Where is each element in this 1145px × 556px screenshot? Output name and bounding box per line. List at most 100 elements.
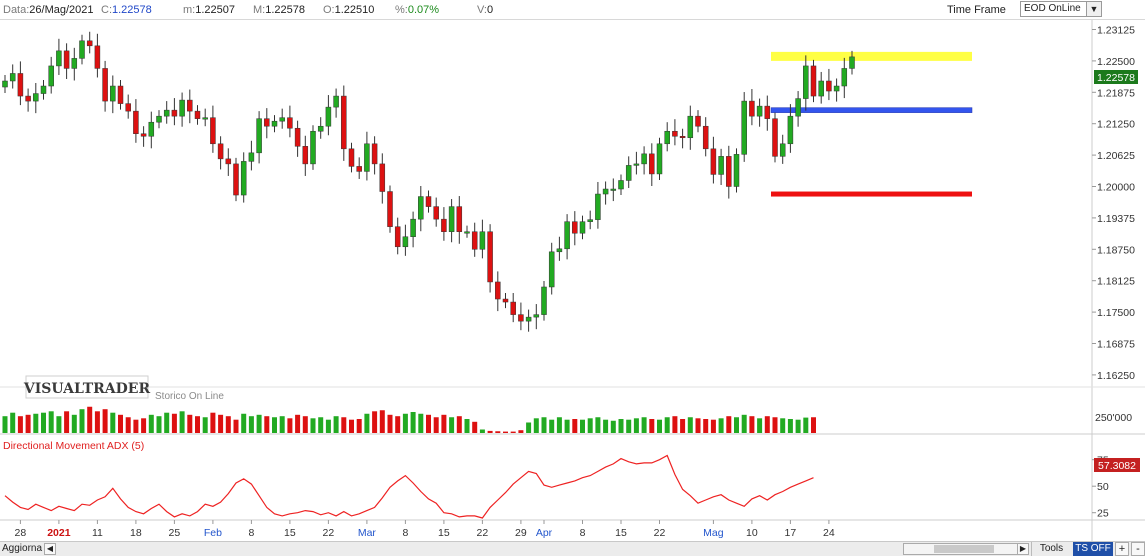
volume-bar (764, 416, 770, 433)
volume-bar (772, 417, 778, 433)
volume-bar (587, 418, 593, 433)
time-tick-label: 10 (746, 527, 758, 539)
time-tick-label: 22 (323, 527, 335, 539)
time-tick-label: 18 (130, 527, 142, 539)
volume-bar (657, 419, 662, 433)
volume-bar (372, 411, 378, 433)
volume-bar (595, 417, 601, 433)
zoom-in-button[interactable]: + (1115, 542, 1129, 556)
volume-bar (295, 414, 301, 433)
volume-bar (526, 422, 532, 433)
candle-down (25, 95, 31, 102)
price-tick-label: 1.23125 (1097, 25, 1135, 37)
candle-down (171, 109, 178, 117)
volume-bar (441, 414, 447, 433)
candle-up (40, 85, 47, 94)
volume-bar (225, 416, 231, 433)
zoom-out-button[interactable]: - (1131, 542, 1145, 556)
candle-down (217, 143, 224, 160)
time-axis: 28 2021 11 18 25 Feb 8 15 22 Mar 8 15 22 29 Apr 8 15 22 Ma… (15, 520, 835, 539)
date-field: Data:26/Mag/2021 (3, 4, 94, 16)
candle-up (2, 80, 8, 88)
ts-toggle-button[interactable]: TS OFF (1073, 542, 1113, 556)
candle-up (79, 40, 85, 59)
adx-series (4, 454, 814, 519)
volume-bar (48, 411, 54, 433)
volume-bar (734, 417, 739, 433)
candle-up (156, 115, 162, 123)
candle-down (764, 105, 771, 119)
candle-up (248, 152, 255, 162)
candle-down (672, 130, 678, 137)
candle-down (225, 158, 232, 165)
volume-bar (695, 418, 701, 433)
min-label: m: (183, 4, 196, 16)
volume-bar (102, 409, 108, 433)
candle-down (710, 148, 717, 175)
volume-bar (487, 430, 493, 433)
volume-bar (133, 419, 139, 433)
indicator-title: Directional Movement ADX (5) (3, 440, 144, 452)
time-tick-label: Apr (536, 527, 553, 539)
chevron-down-icon[interactable]: ▼ (1086, 1, 1102, 17)
volume-bar (333, 416, 339, 433)
time-tick-label: Mar (358, 527, 377, 539)
volume-bar (272, 417, 277, 433)
time-tick-label: 15 (438, 527, 450, 539)
candle-up (733, 154, 740, 187)
candle-down (125, 103, 131, 112)
candle-up (602, 188, 609, 195)
volume-bar (449, 417, 455, 433)
price-tick-label: 1.22500 (1097, 56, 1135, 68)
candle-down (371, 143, 378, 165)
scroll-right-icon[interactable]: ▶ (1017, 543, 1029, 555)
tools-button[interactable]: Tools (1031, 542, 1071, 556)
candle-up (240, 161, 247, 196)
candle-up (533, 314, 540, 318)
volume-bar (556, 417, 562, 433)
time-tick-label: 2021 (47, 527, 71, 539)
candle-up (256, 118, 262, 154)
horizontal-scrollbar[interactable] (903, 543, 1028, 555)
max-field: M:1.22578 (253, 4, 305, 16)
candle-down (387, 191, 393, 227)
open-field: O:1.22510 (323, 4, 374, 16)
last-price-badge (1094, 70, 1138, 84)
candle-down (810, 65, 817, 97)
volume-bar (495, 431, 501, 433)
support-low-level (771, 191, 972, 197)
candle-up (110, 85, 116, 102)
candle-up (410, 218, 416, 237)
volume-bar (787, 419, 793, 433)
volume-bar (195, 416, 200, 433)
time-tick-label: 11 (92, 527, 103, 539)
percent-label: %: (395, 4, 408, 16)
time-tick-label: 8 (580, 527, 586, 539)
candle-down (510, 301, 516, 315)
time-tick-label: Mag (703, 527, 724, 539)
scroll-thumb[interactable] (934, 545, 994, 553)
price-tick-label: 1.20000 (1097, 182, 1135, 194)
volume-bar (803, 417, 809, 433)
price-chart[interactable]: 1.16250 1.16875 1.17500 1.18125 1.18750 1.193… (0, 20, 1145, 541)
price-tick-label: 1.16875 (1097, 339, 1135, 351)
open-label: O: (323, 4, 335, 16)
volume-bar (148, 414, 154, 433)
volume-bar (726, 416, 732, 433)
volume-bar (179, 411, 185, 433)
candle-up (849, 56, 855, 69)
candle-up (641, 153, 647, 165)
candle-down (341, 95, 347, 150)
volume-bar (125, 417, 131, 433)
candle-up (402, 236, 409, 248)
scroll-left-icon[interactable]: ◀ (44, 543, 56, 555)
volume-bar (426, 414, 431, 433)
candle-up (9, 73, 16, 82)
candle-up (779, 143, 786, 157)
volume-bar (171, 413, 177, 433)
volume-bar (118, 414, 123, 433)
volume-bar (33, 413, 39, 433)
time-tick-label: 15 (284, 527, 296, 539)
refresh-button[interactable]: Aggiorna (2, 543, 43, 554)
candle-up (317, 125, 324, 132)
